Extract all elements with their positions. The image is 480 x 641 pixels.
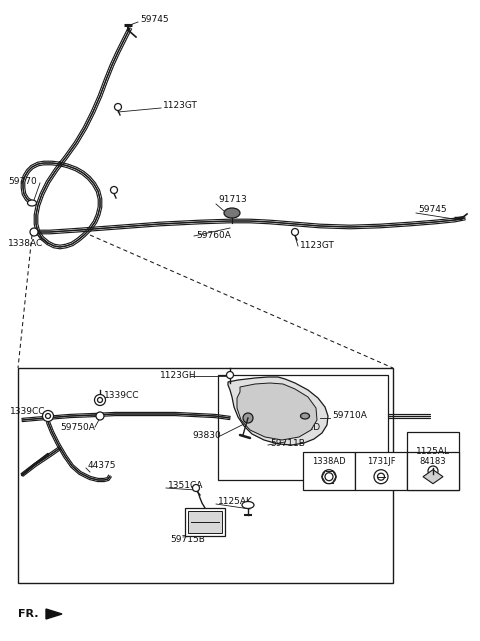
Text: 1123GH: 1123GH: [160, 370, 197, 379]
Circle shape: [291, 228, 299, 235]
Bar: [18, 368, 393, 583]
Circle shape: [377, 473, 384, 480]
Polygon shape: [228, 377, 328, 445]
Circle shape: [46, 413, 50, 419]
Ellipse shape: [300, 413, 310, 419]
Circle shape: [227, 372, 233, 378]
Circle shape: [374, 470, 388, 484]
Circle shape: [115, 103, 121, 110]
Text: 1339CD: 1339CD: [285, 424, 321, 433]
Bar: [218, 375, 388, 480]
Text: 59770: 59770: [8, 178, 37, 187]
Polygon shape: [423, 470, 443, 484]
Bar: [407, 452, 459, 490]
Text: 59711B: 59711B: [270, 438, 305, 447]
Text: FR.: FR.: [18, 609, 38, 619]
Ellipse shape: [224, 208, 240, 218]
Circle shape: [322, 470, 336, 484]
Text: 1125AL: 1125AL: [416, 447, 450, 456]
Circle shape: [325, 472, 333, 481]
Text: 1338AC: 1338AC: [8, 240, 43, 249]
Bar: [355, 452, 407, 490]
Ellipse shape: [242, 501, 254, 508]
Polygon shape: [46, 609, 62, 619]
Text: 93830: 93830: [192, 431, 221, 440]
Text: 91713: 91713: [218, 196, 247, 204]
Circle shape: [30, 228, 38, 236]
Circle shape: [192, 485, 200, 492]
Text: 59710A: 59710A: [332, 412, 367, 420]
Text: 1338AD: 1338AD: [312, 458, 346, 467]
Text: 1339CC: 1339CC: [10, 408, 46, 417]
Text: 1123GT: 1123GT: [300, 242, 335, 251]
Text: 59760A: 59760A: [196, 231, 231, 240]
Bar: [303, 452, 355, 490]
Bar: [185, 508, 225, 536]
Text: 84183: 84183: [420, 458, 446, 467]
Text: 1351CA: 1351CA: [168, 481, 204, 490]
Circle shape: [95, 394, 106, 406]
Text: 1123GT: 1123GT: [163, 101, 198, 110]
Circle shape: [97, 397, 103, 403]
Text: 1339CC: 1339CC: [104, 392, 140, 401]
Text: 1125AK: 1125AK: [218, 497, 253, 506]
Text: 44375: 44375: [88, 462, 117, 470]
Text: 1731JF: 1731JF: [367, 458, 396, 467]
Text: 59745: 59745: [418, 206, 446, 215]
Bar: [407, 432, 459, 490]
Text: 59745: 59745: [140, 15, 168, 24]
Ellipse shape: [27, 200, 36, 206]
Circle shape: [428, 466, 438, 476]
Circle shape: [43, 410, 53, 422]
Text: 59715B: 59715B: [170, 535, 205, 544]
Circle shape: [110, 187, 118, 194]
Circle shape: [96, 412, 104, 420]
Circle shape: [243, 413, 253, 423]
Text: 59750A: 59750A: [60, 422, 95, 431]
Polygon shape: [237, 383, 317, 440]
Bar: [188, 511, 222, 533]
